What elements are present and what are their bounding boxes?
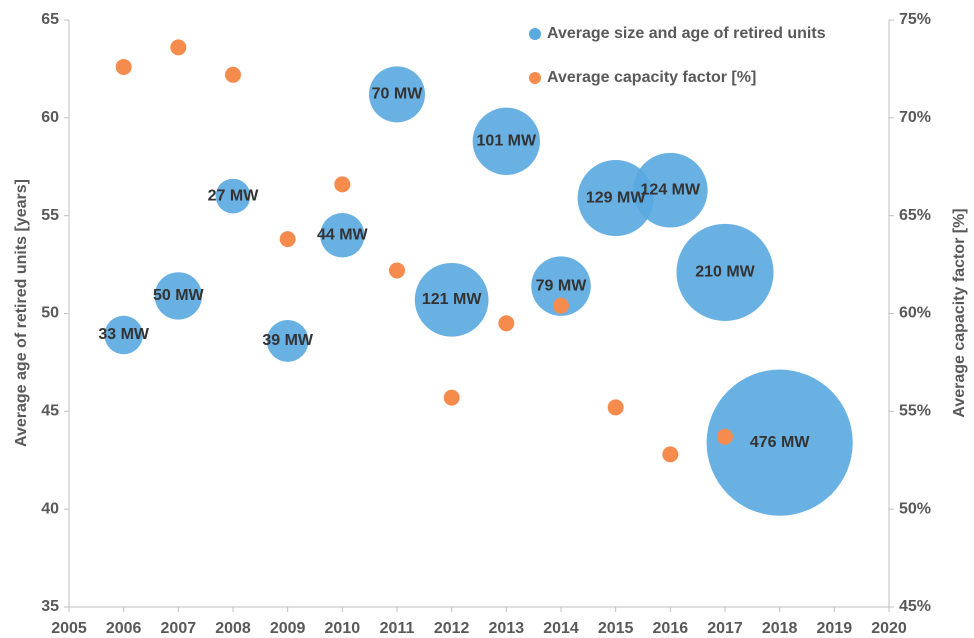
y2-tick-label: 60% xyxy=(899,305,931,322)
x-tick-label: 2017 xyxy=(707,620,743,637)
bubble xyxy=(472,107,541,175)
x-tick-label: 2007 xyxy=(161,620,197,637)
bubble-label: 50 MW xyxy=(153,287,205,304)
bubble xyxy=(320,213,365,258)
point xyxy=(443,389,460,406)
legend-label: Average size and age of retired units xyxy=(547,25,826,42)
bubble-label: 124 MW xyxy=(641,181,701,198)
y2-tick-label: 70% xyxy=(899,109,931,126)
x-tick-label: 2013 xyxy=(489,620,525,637)
x-tick-label: 2006 xyxy=(106,620,142,637)
y2-tick-label: 55% xyxy=(899,403,931,420)
y-tick-label: 55 xyxy=(41,207,59,224)
x-tick-label: 2020 xyxy=(871,620,907,637)
point xyxy=(334,176,351,193)
point xyxy=(498,315,515,332)
point xyxy=(170,39,187,56)
bubble xyxy=(706,369,853,516)
bubble xyxy=(633,152,708,228)
y-tick-label: 50 xyxy=(41,305,59,322)
bubble-label: 476 MW xyxy=(750,434,810,451)
bubble-label: 44 MW xyxy=(317,226,369,243)
y-tick-label: 45 xyxy=(41,403,59,420)
y2-tick-label: 45% xyxy=(899,598,931,615)
y-tick-label: 35 xyxy=(41,598,59,615)
bubble-label: 210 MW xyxy=(695,264,755,281)
bubble-label: 70 MW xyxy=(372,86,424,103)
x-tick-label: 2012 xyxy=(434,620,470,637)
point xyxy=(225,66,241,83)
y2-axis-label: Average capacity factor [%] xyxy=(951,208,968,417)
bubble-label: 129 MW xyxy=(586,189,646,206)
x-tick-label: 2005 xyxy=(51,620,87,637)
point xyxy=(553,297,569,314)
x-tick-label: 2019 xyxy=(817,620,853,637)
point xyxy=(389,262,405,279)
bubble xyxy=(368,66,426,123)
bubble xyxy=(577,160,654,237)
legend-label: Average capacity factor [%] xyxy=(547,69,756,86)
point xyxy=(279,231,296,248)
bubble-label: 39 MW xyxy=(262,332,314,349)
bubble-label: 33 MW xyxy=(98,326,150,343)
bubble xyxy=(215,178,251,214)
y-axis-label: Average age of retired units [years] xyxy=(13,179,30,447)
y2-tick-label: 75% xyxy=(899,11,931,28)
x-tick-label: 2011 xyxy=(380,620,415,637)
point xyxy=(115,58,132,75)
bubble xyxy=(266,319,309,362)
bubble-label: 27 MW xyxy=(208,187,260,204)
bubble-label: 101 MW xyxy=(477,133,537,150)
bubble xyxy=(104,315,143,355)
x-tick-label: 2010 xyxy=(325,620,361,637)
point xyxy=(607,399,624,416)
y2-tick-label: 65% xyxy=(899,207,931,224)
bubble-label: 121 MW xyxy=(422,291,482,308)
bubble xyxy=(154,272,203,320)
x-tick-label: 2009 xyxy=(270,620,306,637)
point xyxy=(662,446,679,463)
y-tick-label: 65 xyxy=(41,11,59,28)
point xyxy=(717,428,733,445)
x-tick-label: 2008 xyxy=(215,620,251,637)
bubble-label: 79 MW xyxy=(536,277,588,294)
y2-tick-label: 50% xyxy=(899,500,931,517)
bubble xyxy=(676,223,774,321)
legend-marker xyxy=(529,72,541,84)
y-tick-label: 60 xyxy=(41,109,59,126)
legend-marker xyxy=(529,28,541,40)
x-tick-label: 2016 xyxy=(653,620,689,637)
x-tick-label: 2015 xyxy=(598,620,634,637)
x-tick-label: 2014 xyxy=(543,620,579,637)
bubble xyxy=(414,262,489,337)
x-tick-label: 2018 xyxy=(762,620,798,637)
bubble xyxy=(531,256,591,316)
y-tick-label: 40 xyxy=(41,500,59,517)
